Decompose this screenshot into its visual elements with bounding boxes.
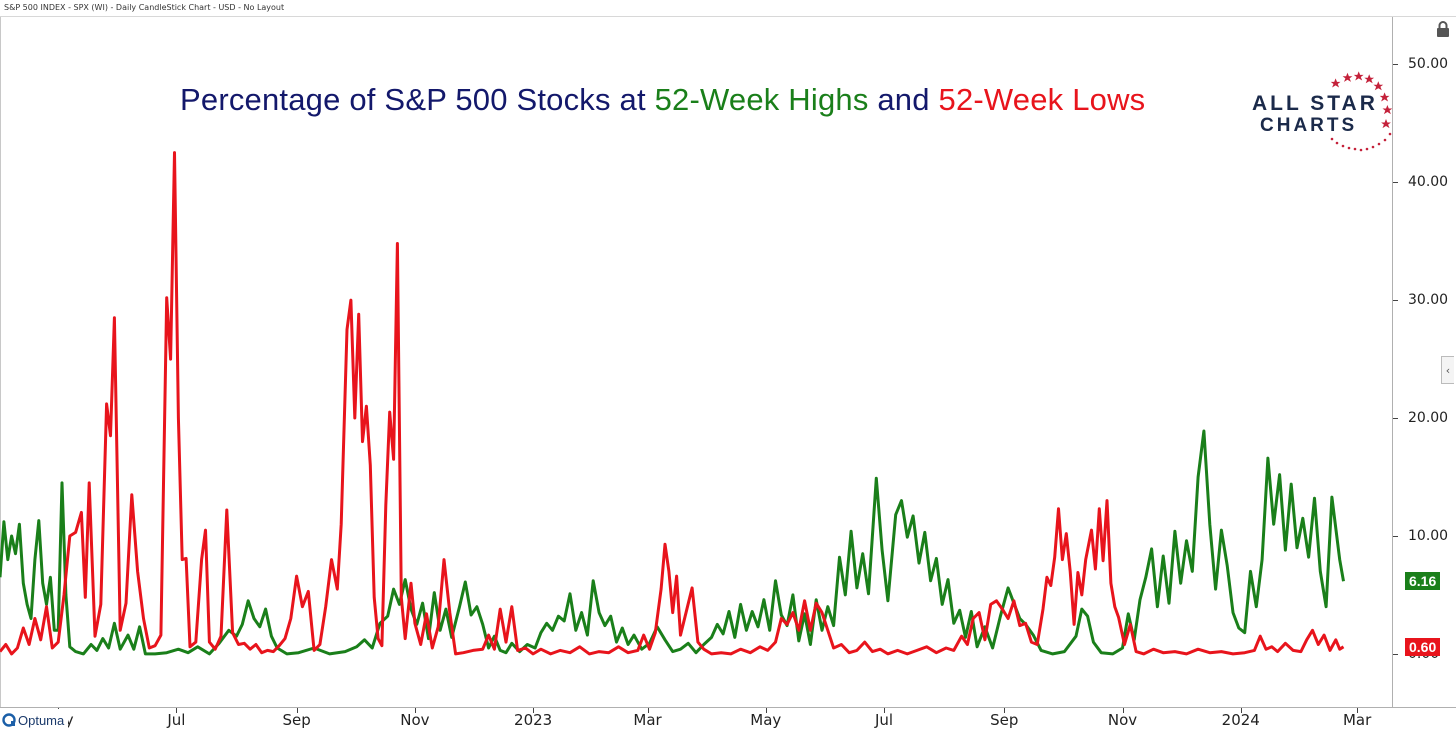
lock-icon[interactable]	[1436, 21, 1450, 37]
plot-area[interactable]	[0, 17, 1393, 707]
lows-value-badge: 0.60	[1405, 637, 1441, 656]
chart-title-lows: 52-Week Lows	[938, 82, 1146, 117]
x-tick-mark	[884, 708, 886, 713]
logo-star-arc-icon	[1330, 71, 1393, 152]
y-tick-mark	[1393, 300, 1398, 302]
x-tick-label: Sep	[282, 711, 311, 729]
chart-title-and: and	[868, 82, 939, 117]
x-tick-mark	[1122, 708, 1124, 713]
y-tick-label: 30.00	[1408, 292, 1449, 309]
y-tick-mark	[1393, 653, 1398, 655]
x-tick-label: Nov	[400, 711, 430, 729]
y-tick-mark	[1393, 182, 1398, 184]
optuma-logo-icon	[2, 713, 16, 727]
x-tick-mark	[1240, 708, 1242, 713]
x-tick-mark	[1004, 708, 1006, 713]
x-axis[interactable]: MayJulSepNov2023MarMayJulSepNov2024Mar	[0, 707, 1456, 736]
x-tick-mark	[533, 708, 535, 713]
x-tick-label: 2023	[514, 711, 553, 729]
chart-title-highs: 52-Week Highs	[654, 82, 869, 117]
all-star-charts-logo: ALL STAR CHARTS	[1246, 70, 1402, 154]
x-tick-label: Mar	[1342, 711, 1372, 729]
x-tick-mark	[647, 708, 649, 713]
highs-value-badge: 6.16	[1405, 572, 1441, 591]
x-tick-mark	[176, 708, 178, 713]
y-tick-label: 40.00	[1408, 174, 1449, 191]
chart-header-text: S&P 500 INDEX - SPX (WI) - Daily CandleS…	[4, 3, 285, 12]
x-tick-mark	[296, 708, 298, 713]
x-tick-label: 2024	[1221, 711, 1260, 729]
series-line-lows	[0, 151, 1345, 656]
y-tick-label: 10.00	[1408, 527, 1449, 544]
logo-text-line1: ALL STAR	[1252, 92, 1378, 115]
chart-header-bar: S&P 500 INDEX - SPX (WI) - Daily CandleS…	[0, 0, 1456, 17]
logo-text-line2: CHARTS	[1260, 115, 1358, 136]
y-tick-mark	[1393, 418, 1398, 420]
y-tick-mark	[1393, 535, 1398, 537]
chevron-left-icon[interactable]: ‹	[1441, 356, 1454, 384]
y-tick-mark	[1393, 64, 1398, 66]
x-tick-label: Mar	[633, 711, 662, 729]
x-tick-label: Jul	[167, 711, 186, 729]
chart-title: Percentage of S&P 500 Stocks at 52-Week …	[180, 82, 1145, 118]
x-tick-label: May	[750, 711, 782, 729]
x-tick-mark	[1357, 708, 1359, 713]
x-tick-label: Nov	[1107, 711, 1138, 729]
optuma-brand-label: Optuma	[18, 712, 65, 728]
line-chart	[0, 151, 1345, 656]
x-tick-label: Sep	[990, 711, 1019, 729]
chart-title-part1: Percentage of S&P 500 Stocks at	[180, 82, 655, 117]
x-tick-label: Jul	[874, 711, 894, 729]
series-line-highs	[0, 429, 1345, 656]
y-tick-label: 20.00	[1408, 410, 1449, 427]
y-tick-label: 50.00	[1408, 56, 1449, 73]
x-tick-mark	[414, 708, 416, 713]
x-tick-mark	[765, 708, 767, 713]
optuma-brand: Optuma	[2, 709, 69, 731]
